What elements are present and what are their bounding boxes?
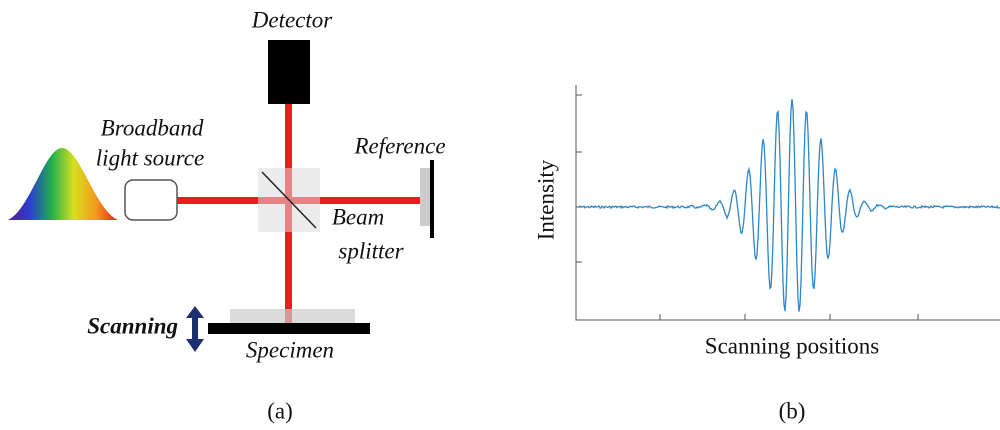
figure: Detector Broadband light source Referenc… bbox=[0, 0, 1000, 430]
reference-mirror bbox=[430, 160, 434, 238]
x-label: Scanning positions bbox=[705, 333, 879, 358]
label: Scanning bbox=[87, 313, 178, 338]
light-source bbox=[125, 180, 177, 220]
specimen bbox=[208, 323, 370, 334]
label: Specimen bbox=[246, 337, 334, 362]
label: Detector bbox=[251, 7, 334, 32]
scan-arrow bbox=[186, 306, 204, 352]
interferogram bbox=[578, 99, 1000, 311]
label: Reference bbox=[353, 133, 445, 158]
label: splitter bbox=[338, 238, 404, 263]
label: light source bbox=[96, 145, 204, 170]
reference-backing bbox=[420, 168, 430, 226]
panel-a: Detector Broadband light source Referenc… bbox=[8, 7, 446, 423]
label: Broadband bbox=[101, 115, 204, 140]
panel-b: Intensity Scanning positions (b) bbox=[533, 85, 1000, 423]
caption: (b) bbox=[779, 398, 806, 423]
y-label: Intensity bbox=[533, 159, 558, 240]
detector bbox=[268, 40, 310, 104]
caption: (a) bbox=[267, 398, 293, 423]
label: Beam bbox=[332, 204, 384, 229]
specimen-layer bbox=[230, 309, 355, 323]
